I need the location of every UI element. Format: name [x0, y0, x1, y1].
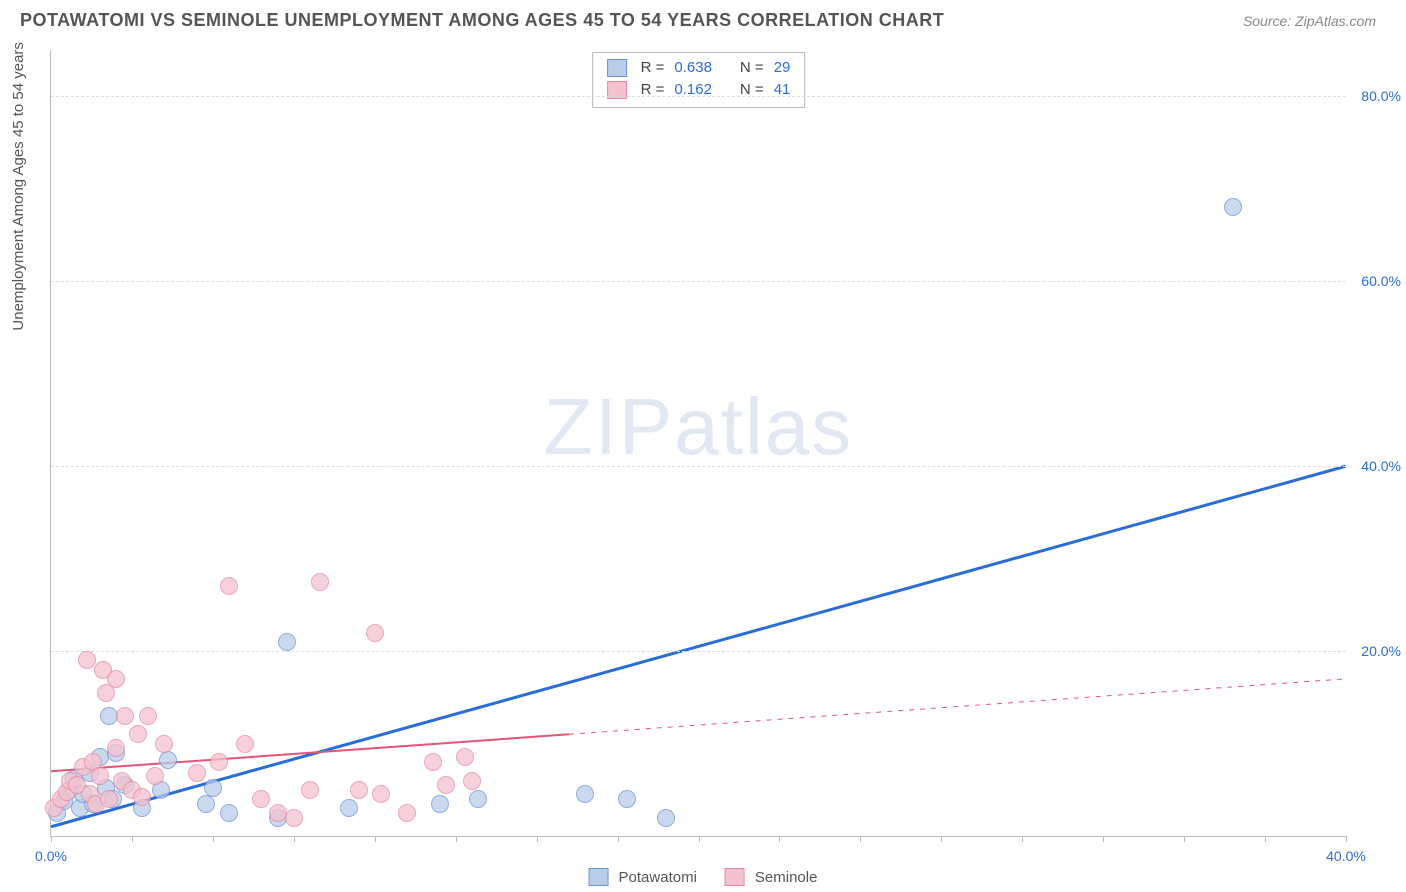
x-tick — [1184, 836, 1185, 842]
r-label: R = — [641, 57, 665, 79]
x-tick-label: 0.0% — [35, 848, 67, 864]
x-tick — [1022, 836, 1023, 842]
x-tick — [375, 836, 376, 842]
data-point — [220, 804, 238, 822]
data-point — [269, 804, 287, 822]
x-tick-label: 40.0% — [1326, 848, 1366, 864]
r-value: 0.162 — [674, 79, 712, 101]
data-point — [576, 785, 594, 803]
data-point — [278, 633, 296, 651]
legend-label: Seminole — [755, 869, 818, 886]
data-point — [155, 735, 173, 753]
x-tick — [132, 836, 133, 842]
grid-line — [51, 281, 1346, 282]
n-label: N = — [740, 79, 764, 101]
data-point — [252, 790, 270, 808]
data-point — [372, 785, 390, 803]
stats-row: R = 0.162 N = 41 — [607, 79, 791, 101]
data-point — [116, 707, 134, 725]
x-tick — [779, 836, 780, 842]
data-point — [657, 809, 675, 827]
x-tick — [1346, 836, 1347, 842]
data-point — [78, 651, 96, 669]
data-point — [456, 748, 474, 766]
data-point — [424, 753, 442, 771]
chart-title: POTAWATOMI VS SEMINOLE UNEMPLOYMENT AMON… — [20, 10, 944, 31]
r-value: 0.638 — [674, 57, 712, 79]
legend-swatch — [607, 59, 627, 77]
grid-line — [51, 651, 1346, 652]
data-point — [107, 739, 125, 757]
legend-swatch — [589, 868, 609, 886]
data-point — [159, 751, 177, 769]
x-tick — [51, 836, 52, 842]
data-point — [197, 795, 215, 813]
legend: Potawatomi Seminole — [589, 868, 818, 886]
data-point — [204, 779, 222, 797]
x-tick — [941, 836, 942, 842]
x-tick — [1103, 836, 1104, 842]
stats-row: R = 0.638 N = 29 — [607, 57, 791, 79]
x-tick — [699, 836, 700, 842]
data-point — [210, 753, 228, 771]
data-point — [91, 767, 109, 785]
x-tick — [213, 836, 214, 842]
data-point — [469, 790, 487, 808]
data-point — [133, 788, 151, 806]
data-point — [236, 735, 254, 753]
data-point — [618, 790, 636, 808]
data-point — [311, 573, 329, 591]
n-value: 41 — [774, 79, 791, 101]
x-tick — [618, 836, 619, 842]
legend-label: Potawatomi — [619, 869, 697, 886]
data-point — [139, 707, 157, 725]
legend-swatch — [725, 868, 745, 886]
n-label: N = — [740, 57, 764, 79]
source-attribution: Source: ZipAtlas.com — [1243, 13, 1376, 29]
data-point — [431, 795, 449, 813]
data-point — [188, 764, 206, 782]
data-point — [129, 725, 147, 743]
data-point — [350, 781, 368, 799]
data-point — [100, 790, 118, 808]
x-tick — [537, 836, 538, 842]
data-point — [366, 624, 384, 642]
trend-lines — [51, 50, 1346, 836]
scatter-chart: ZIPatlas R =0.638N =29R =0.162N =41 20.0… — [50, 50, 1346, 837]
stats-box: R = 0.638 N = 29 R = 0.162 N = 41 — [592, 52, 806, 108]
data-point — [146, 767, 164, 785]
y-tick-label: 20.0% — [1361, 643, 1401, 659]
x-tick — [456, 836, 457, 842]
grid-line — [51, 466, 1346, 467]
data-point — [301, 781, 319, 799]
y-tick-label: 80.0% — [1361, 88, 1401, 104]
data-point — [107, 670, 125, 688]
x-tick — [860, 836, 861, 842]
grid-line — [51, 96, 1346, 97]
data-point — [220, 577, 238, 595]
y-tick-label: 40.0% — [1361, 458, 1401, 474]
legend-item: Seminole — [725, 868, 818, 886]
data-point — [1224, 198, 1242, 216]
data-point — [398, 804, 416, 822]
y-tick-label: 60.0% — [1361, 273, 1401, 289]
data-point — [463, 772, 481, 790]
data-point — [340, 799, 358, 817]
watermark: ZIPatlas — [544, 381, 853, 473]
data-point — [437, 776, 455, 794]
n-value: 29 — [774, 57, 791, 79]
data-point — [285, 809, 303, 827]
r-label: R = — [641, 79, 665, 101]
x-tick — [1265, 836, 1266, 842]
x-tick — [294, 836, 295, 842]
y-axis-title: Unemployment Among Ages 45 to 54 years — [10, 42, 27, 331]
legend-item: Potawatomi — [589, 868, 697, 886]
